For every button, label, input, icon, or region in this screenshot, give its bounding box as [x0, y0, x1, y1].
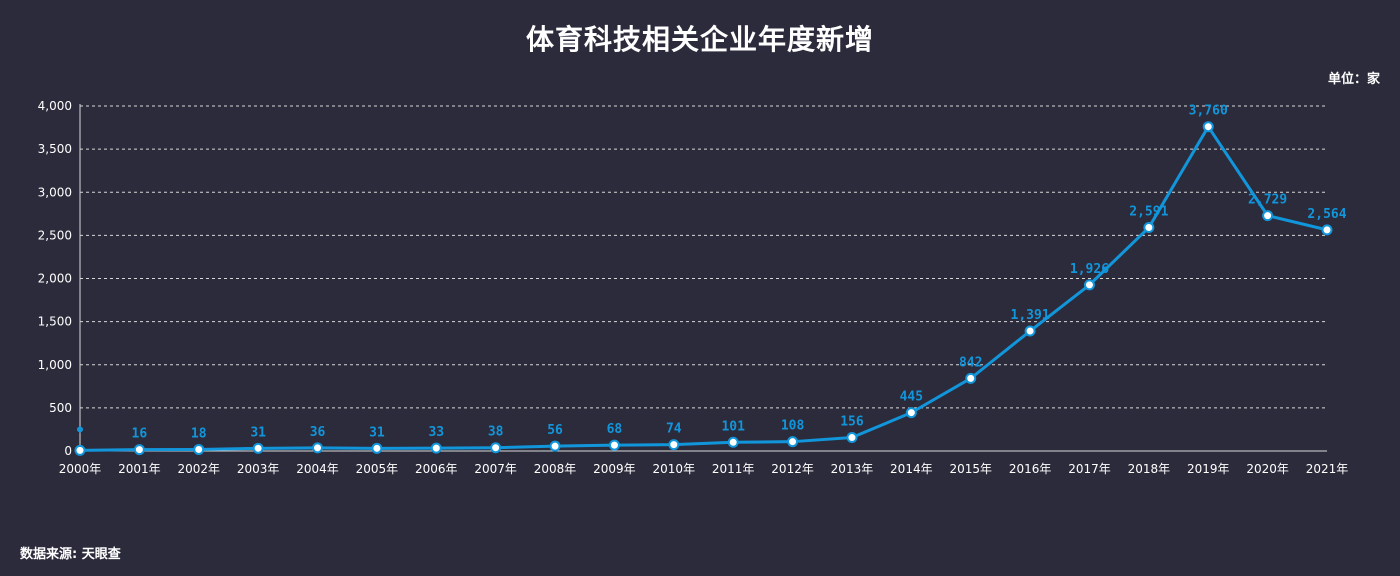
data-point	[965, 372, 977, 384]
x-tick-label: 2000年	[59, 462, 102, 476]
series-line	[79, 125, 1328, 452]
data-label: 36	[310, 425, 326, 440]
x-tick-label: 2020年	[1246, 462, 1289, 476]
data-point	[1202, 121, 1214, 133]
y-tick-label: 3,000	[38, 185, 72, 199]
x-tick-label: 2007年	[474, 462, 517, 476]
y-tick-label: 0	[64, 444, 72, 458]
chart-title: 体育科技相关企业年度新增	[525, 23, 874, 56]
data-point	[252, 442, 264, 454]
data-label: 3,760	[1189, 104, 1228, 119]
x-tick-label: 2009年	[593, 462, 636, 476]
data-point	[905, 407, 917, 419]
y-tick-label: 2,000	[38, 272, 72, 286]
data-label: 1,926	[1070, 262, 1109, 277]
x-tick-label: 2019年	[1187, 462, 1230, 476]
x-tick-label: 2018年	[1128, 462, 1171, 476]
y-tick-label: 4,000	[38, 99, 72, 113]
data-label: 2,729	[1248, 193, 1287, 208]
x-tick-label: 2017年	[1068, 462, 1111, 476]
x-tick-label: 2013年	[831, 462, 874, 476]
data-label: 68	[607, 422, 623, 437]
x-tick-label: 2015年	[949, 462, 992, 476]
x-tick-label: 2010年	[653, 462, 696, 476]
data-point	[193, 443, 205, 455]
data-point	[1024, 325, 1036, 337]
data-label: 1,391	[1011, 308, 1050, 323]
y-tick-label: 1,500	[38, 315, 72, 329]
data-point	[668, 439, 680, 451]
data-point	[430, 442, 442, 454]
data-point	[490, 442, 502, 454]
y-tick-label: 1,000	[38, 358, 72, 372]
data-point	[727, 436, 739, 448]
data-source-label: 数据来源: 天眼查	[20, 547, 121, 562]
data-point	[133, 444, 145, 456]
data-label: 31	[369, 425, 385, 440]
data-label: 842	[959, 355, 982, 370]
data-label: 108	[781, 419, 805, 434]
data-label: 445	[900, 390, 923, 405]
data-label: 56	[547, 423, 563, 438]
unit-label: 单位：家	[1327, 72, 1380, 87]
data-point	[549, 440, 561, 452]
data-label: 18	[191, 426, 207, 441]
y-tick-label: 500	[49, 401, 72, 415]
data-point	[608, 439, 620, 451]
data-label: 33	[428, 425, 444, 440]
x-tick-label: 2005年	[356, 462, 399, 476]
axis-marker-dot	[77, 426, 83, 433]
x-tick-label: 2011年	[712, 462, 755, 476]
data-point	[371, 442, 383, 454]
x-tick-label: 2014年	[890, 462, 933, 476]
x-tick-label: 2021年	[1306, 462, 1349, 476]
data-label: 74	[666, 422, 682, 437]
x-tick-label: 2012年	[771, 462, 814, 476]
x-tick-label: 2004年	[296, 462, 339, 476]
data-point	[1083, 279, 1095, 291]
y-tick-label: 2,500	[38, 228, 72, 242]
x-tick-label: 2006年	[415, 462, 458, 476]
data-point	[1262, 210, 1274, 222]
data-label: 31	[250, 425, 266, 440]
data-point	[1143, 222, 1155, 234]
data-point	[787, 436, 799, 448]
data-label: 38	[488, 425, 504, 440]
data-point	[846, 432, 858, 444]
data-label: 2,591	[1129, 205, 1168, 220]
x-tick-label: 2001年	[118, 462, 161, 476]
data-label: 2,564	[1307, 207, 1346, 222]
x-tick-label: 2003年	[237, 462, 280, 476]
x-tick-label: 2002年	[177, 462, 220, 476]
data-point	[312, 442, 324, 454]
data-label: 156	[840, 415, 864, 430]
data-label: 16	[132, 427, 148, 442]
data-point	[74, 444, 86, 456]
x-tick-label: 2016年	[1009, 462, 1052, 476]
y-tick-label: 3,500	[38, 142, 72, 156]
x-tick-label: 2008年	[534, 462, 577, 476]
data-point	[1321, 224, 1333, 236]
data-label: 101	[721, 419, 745, 434]
